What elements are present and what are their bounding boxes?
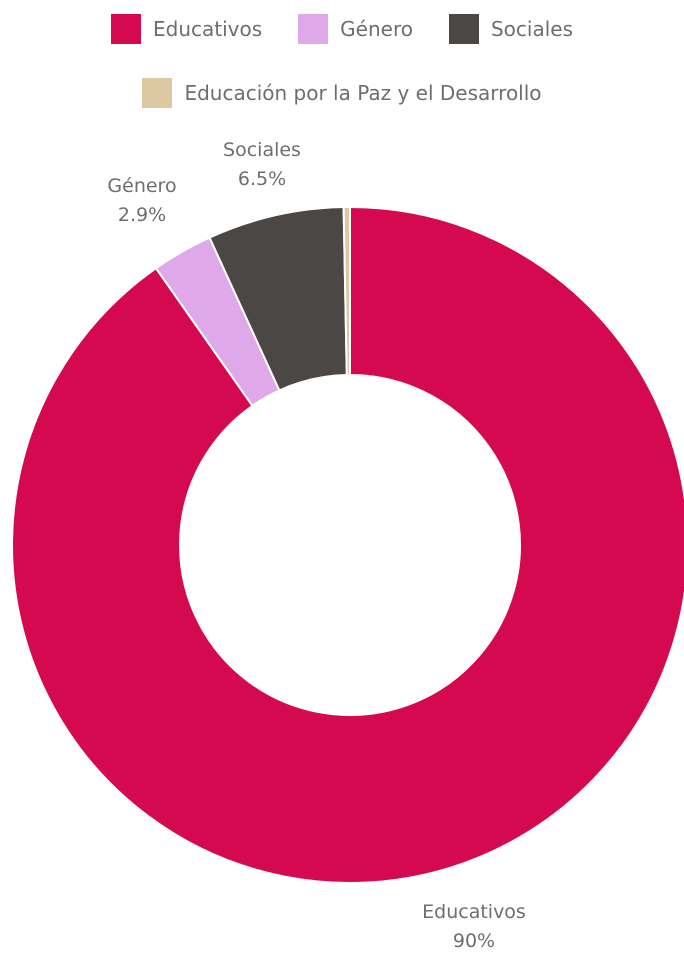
legend-label-educacion-paz: Educación por la Paz y el Desarrollo	[184, 81, 542, 105]
slice-educativos[interactable]	[11, 205, 684, 884]
data-label-genero: Género 2.9%	[107, 175, 176, 226]
legend-item-genero[interactable]: Género	[298, 14, 413, 44]
legend-swatch-educacion-paz	[142, 78, 173, 108]
legend-row-1: Educativos Género Sociales	[0, 14, 684, 44]
legend-swatch-genero	[298, 14, 329, 44]
legend-label-genero: Género	[340, 17, 413, 41]
data-label-value-educativos: 90%	[453, 930, 495, 952]
legend-swatch-educativos	[111, 14, 141, 44]
data-label-name-genero: Género	[107, 175, 176, 197]
data-label-value-sociales: 6.5%	[238, 168, 286, 190]
chart-legend: Educativos Género Sociales Educación por…	[0, 0, 684, 120]
legend-item-sociales[interactable]: Sociales	[448, 14, 573, 44]
data-label-educativos: Educativos 90%	[422, 901, 526, 952]
legend-swatch-sociales	[448, 14, 479, 44]
legend-label-educativos: Educativos	[153, 17, 263, 41]
data-label-sociales: Sociales 6.5%	[223, 139, 301, 190]
legend-item-educativos[interactable]: Educativos	[111, 14, 262, 44]
data-label-name-educativos: Educativos	[422, 901, 526, 923]
legend-label-sociales: Sociales	[490, 17, 573, 41]
legend-row-2: Educación por la Paz y el Desarrollo	[0, 78, 684, 108]
legend-item-educacion-paz[interactable]: Educación por la Paz y el Desarrollo	[142, 78, 542, 108]
data-label-name-sociales: Sociales	[223, 139, 301, 161]
slice-educacion-paz[interactable]	[342, 205, 351, 377]
data-label-value-genero: 2.9%	[118, 204, 166, 226]
